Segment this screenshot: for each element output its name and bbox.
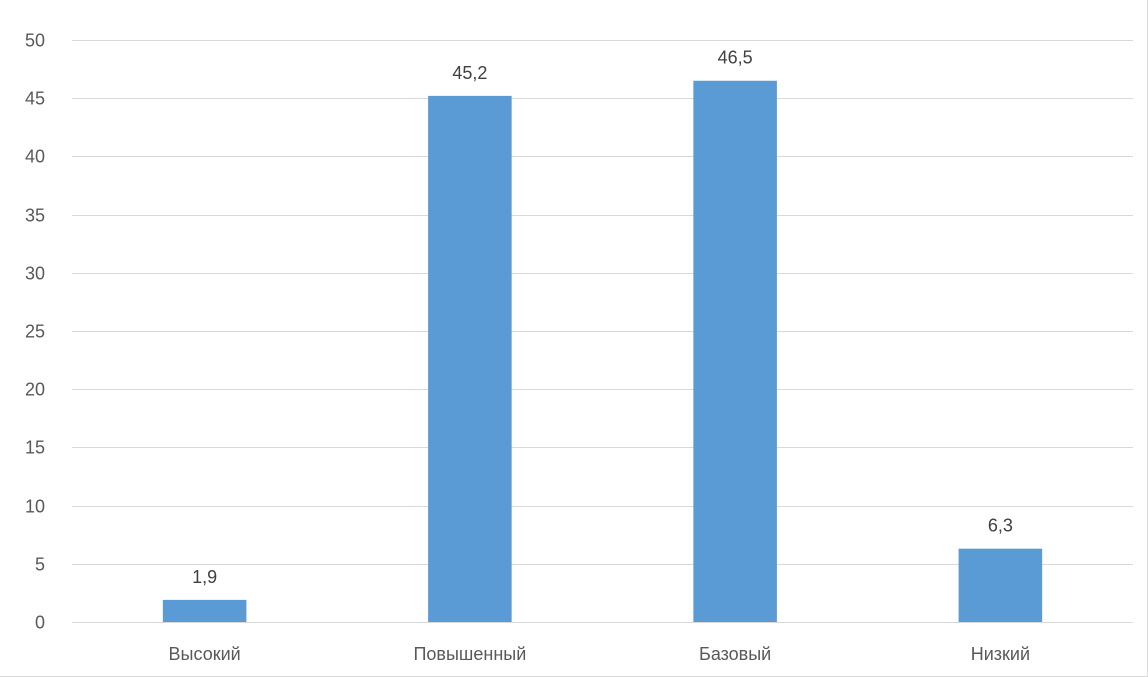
y-tick-label: 40 [25,147,45,167]
bars [162,80,1043,623]
x-category-label: Низкий [971,644,1030,664]
y-tick-label: 25 [25,322,45,342]
y-tick-label: 45 [25,89,45,109]
bar-3 [693,80,777,623]
y-axis-ticks: 0 5 10 15 20 25 30 35 40 45 50 [25,31,45,633]
x-axis-categories: Высокий Повышенный Базовый Низкий [169,644,1030,664]
x-category-label: Высокий [169,644,241,664]
y-tick-label: 35 [25,206,45,226]
y-tick-label: 50 [25,31,45,51]
bar-2 [428,95,512,622]
data-label: 1,9 [192,567,217,587]
bar-4 [958,548,1043,622]
data-label: 45,2 [452,63,487,83]
y-tick-label: 20 [25,380,45,400]
y-tick-label: 5 [35,555,45,575]
data-label: 46,5 [718,48,753,68]
y-tick-label: 10 [25,497,45,517]
y-tick-label: 30 [25,264,45,284]
gridlines [72,40,1133,623]
x-category-label: Повышенный [413,644,526,664]
data-label: 6,3 [988,516,1013,536]
bar-1 [162,599,247,622]
y-tick-label: 15 [25,438,45,458]
data-labels: 1,9 45,2 46,5 6,3 [192,48,1013,587]
y-tick-label: 0 [35,613,45,633]
x-category-label: Базовый [699,644,771,664]
